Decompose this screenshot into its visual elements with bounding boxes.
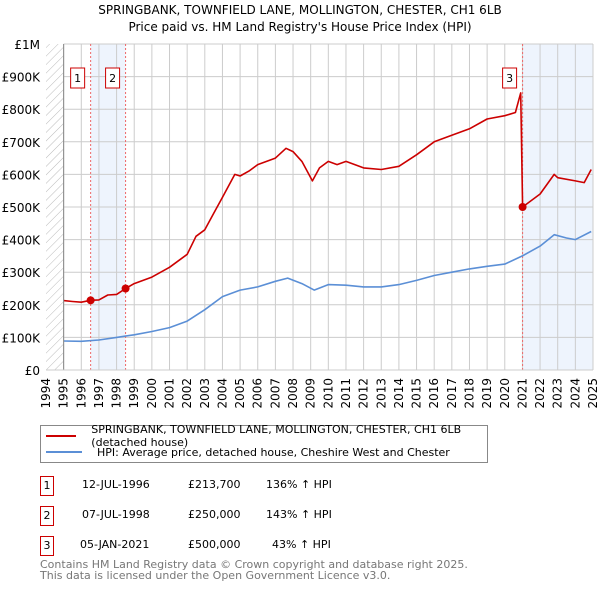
y-tick-label: £100K xyxy=(2,331,42,345)
y-tick-label: £1M xyxy=(14,38,40,52)
legend-item-hpi: HPI: Average price, detached house, Ches… xyxy=(41,444,450,460)
transaction-row: 1 12-JUL-1996 £213,700 136% ↑ HPI xyxy=(40,476,460,496)
x-tick-label: 2008 xyxy=(286,378,300,409)
x-tick-label: 2007 xyxy=(268,378,282,409)
y-tick-label: £700K xyxy=(2,136,42,150)
x-tick-label: 2020 xyxy=(498,378,512,409)
sale-point-2 xyxy=(121,284,130,293)
transaction-marker: 2 xyxy=(40,506,54,526)
footer: Contains HM Land Registry data © Crown c… xyxy=(40,559,468,581)
y-tick-label: £800K xyxy=(2,103,42,117)
y-tick-label: £300K xyxy=(2,266,42,280)
x-tick-label: 2018 xyxy=(462,378,476,409)
x-tick-label: 1999 xyxy=(127,378,141,409)
y-tick-label: £0 xyxy=(25,364,40,378)
transaction-date: 07-JUL-1998 xyxy=(82,508,150,521)
x-tick-label: 2006 xyxy=(251,378,265,409)
property-price-line xyxy=(63,92,592,303)
legend-label-property: SPRINGBANK, TOWNFIELD LANE, MOLLINGTON, … xyxy=(91,423,462,449)
transaction-price: £500,000 xyxy=(188,538,241,551)
chart-title-line1: SPRINGBANK, TOWNFIELD LANE, MOLLINGTON, … xyxy=(98,3,501,17)
sale-label-2: 2 xyxy=(109,72,116,85)
x-tick-label: 2001 xyxy=(163,378,177,409)
x-tick-label: 2004 xyxy=(215,378,229,409)
sale-point-3 xyxy=(518,203,527,211)
x-tick-label: 2002 xyxy=(180,378,194,409)
sale-label-3: 3 xyxy=(506,72,513,85)
y-tick-label: £500K xyxy=(2,201,42,215)
legend-swatch-blue xyxy=(46,451,82,453)
x-tick-label: 1997 xyxy=(92,378,106,409)
x-tick-label: 2005 xyxy=(233,378,247,409)
x-tick-label: 1996 xyxy=(74,378,88,409)
x-tick-label: 1998 xyxy=(110,378,124,409)
transaction-row: 2 07-JUL-1998 £250,000 143% ↑ HPI xyxy=(40,506,460,526)
x-tick-label: 2017 xyxy=(445,378,459,409)
y-tick-label: £900K xyxy=(2,71,42,85)
x-tick-label: 1995 xyxy=(57,378,71,409)
footer-licence: This data is licensed under the Open Gov… xyxy=(40,569,391,582)
x-tick-label: 2011 xyxy=(339,378,353,409)
x-tick-label: 2015 xyxy=(410,378,424,409)
x-tick-label: 2022 xyxy=(533,378,547,409)
x-tick-label: 2016 xyxy=(427,378,441,409)
no-data-hatch xyxy=(46,44,64,370)
x-tick-label: 2021 xyxy=(515,378,529,409)
sale-label-1: 1 xyxy=(74,72,81,85)
transaction-price: £213,700 xyxy=(188,478,241,491)
y-tick-label: £400K xyxy=(2,234,42,248)
x-tick-label: 2010 xyxy=(321,378,335,409)
transaction-hpi: 43% ↑ HPI xyxy=(272,538,331,551)
transaction-date: 05-JAN-2021 xyxy=(80,538,150,551)
sale-label-box-1 xyxy=(70,67,86,89)
x-tick-label: 2014 xyxy=(392,378,406,409)
sale-point-1 xyxy=(86,296,95,305)
x-tick-label: 2013 xyxy=(374,378,388,409)
y-tick-label: £200K xyxy=(2,299,42,313)
legend-label-hpi: HPI: Average price, detached house, Ches… xyxy=(97,445,450,459)
legend-item-property: SPRINGBANK, TOWNFIELD LANE, MOLLINGTON, … xyxy=(41,423,487,449)
x-tick-label: 2003 xyxy=(198,378,212,409)
transaction-hpi: 143% ↑ HPI xyxy=(266,508,332,521)
transaction-marker: 1 xyxy=(40,476,54,496)
transaction-price: £250,000 xyxy=(188,508,241,521)
transaction-marker: 3 xyxy=(40,536,54,556)
hpi-line xyxy=(63,230,592,343)
x-tick-label: 2009 xyxy=(304,378,318,409)
chart-title-line2: Price paid vs. HM Land Registry's House … xyxy=(128,20,471,34)
chart-legend: SPRINGBANK, TOWNFIELD LANE, MOLLINGTON, … xyxy=(40,423,488,463)
x-tick-label: 1994 xyxy=(39,378,53,409)
price-chart: SPRINGBANK, TOWNFIELD LANE, MOLLINGTON, … xyxy=(2,3,600,409)
x-tick-label: 2024 xyxy=(568,378,582,409)
y-tick-label: £600K xyxy=(2,168,42,182)
legend-swatch-red xyxy=(46,435,77,437)
transaction-row: 3 05-JAN-2021 £500,000 43% ↑ HPI xyxy=(40,536,460,556)
x-tick-label: 2019 xyxy=(480,378,494,409)
sale-label-box-3 xyxy=(502,67,518,89)
x-tick-label: 2000 xyxy=(145,378,159,409)
x-tick-label: 2025 xyxy=(586,378,600,409)
footer-copyright: Contains HM Land Registry data © Crown c… xyxy=(40,558,468,571)
x-tick-label: 2023 xyxy=(551,378,565,409)
transaction-hpi: 136% ↑ HPI xyxy=(266,478,332,491)
x-tick-label: 2012 xyxy=(357,378,371,409)
transaction-date: 12-JUL-1996 xyxy=(82,478,150,491)
sale-label-box-2 xyxy=(105,67,121,89)
